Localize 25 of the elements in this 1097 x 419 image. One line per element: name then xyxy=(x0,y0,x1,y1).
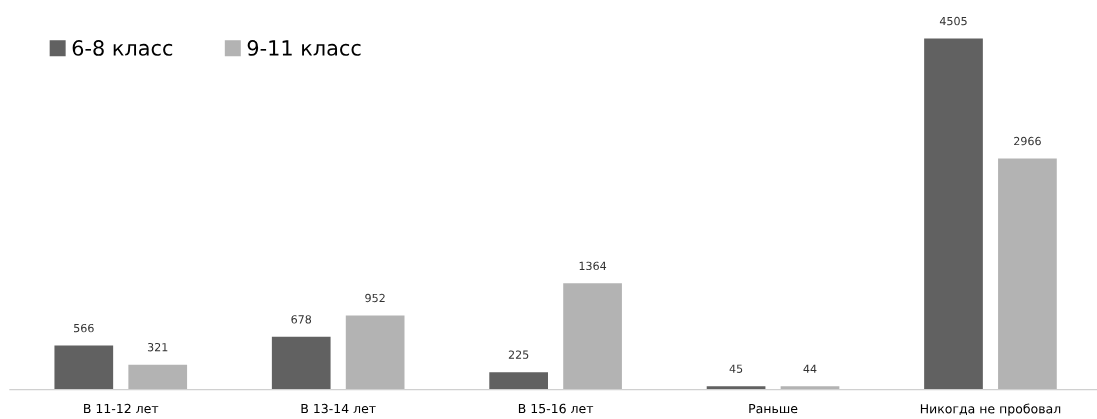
data-label: 321 xyxy=(147,342,168,352)
bar xyxy=(271,336,331,390)
bar xyxy=(924,38,983,390)
x-tick-label: Раньше xyxy=(749,403,798,414)
legend-label: 9-11 класс xyxy=(247,40,361,56)
data-label: 952 xyxy=(365,293,385,303)
data-label: 1364 xyxy=(579,261,607,271)
x-tick-label: В 11-12 лет xyxy=(84,403,159,414)
data-label: 44 xyxy=(803,364,817,373)
x-tick-label: Никогда не пробовал xyxy=(920,403,1061,416)
bar xyxy=(489,372,548,390)
data-label: 566 xyxy=(74,323,94,333)
data-label: 2966 xyxy=(1014,136,1041,146)
data-label: 225 xyxy=(508,350,529,359)
bar xyxy=(345,315,405,390)
legend-label: 6-8 класс xyxy=(72,40,173,56)
bar xyxy=(563,283,622,390)
x-tick-label: В 13-14 лет xyxy=(301,403,376,414)
bar xyxy=(998,158,1057,390)
data-label: 4505 xyxy=(939,16,967,26)
x-tick-label: В 15-16 лет xyxy=(518,403,594,414)
data-label: 45 xyxy=(729,364,743,373)
bar xyxy=(128,364,188,390)
data-label: 678 xyxy=(291,315,312,324)
bar xyxy=(54,345,114,390)
